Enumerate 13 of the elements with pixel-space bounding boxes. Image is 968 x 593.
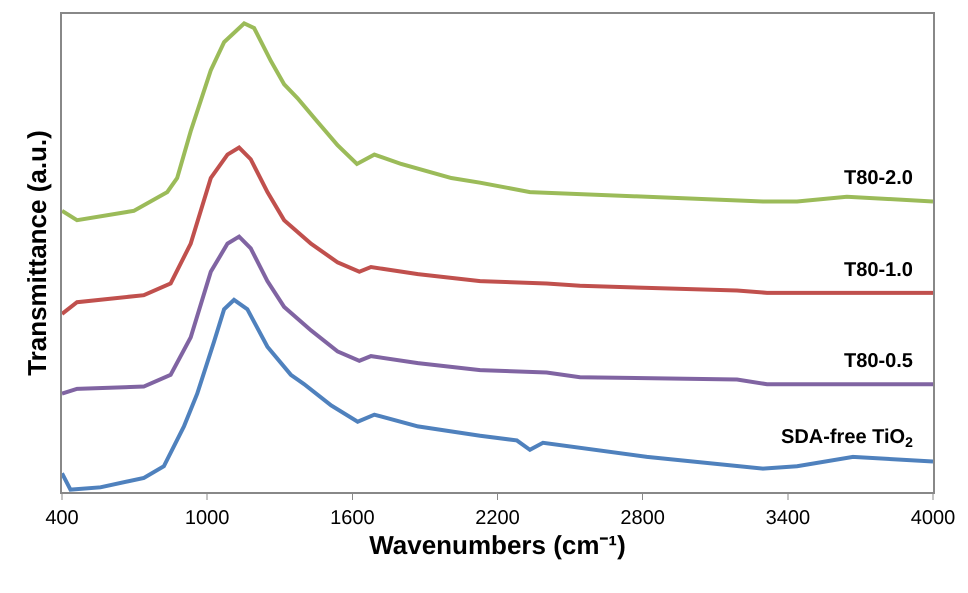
x-tick-label: 2800 [620,506,665,529]
x-tick-label: 400 [45,506,79,529]
x-tick-label: 1000 [184,506,230,529]
x-tick-label: 3400 [766,506,810,529]
y-axis-title: Transmittance (a.u.) [22,130,52,376]
series-label: T80-2.0 [844,167,913,189]
x-axis-title: Wavenumbers (cm⁻¹) [369,530,626,560]
series-label: SDA-free TiO$_{2}$ [781,426,914,450]
x-tick-label: 4000 [910,506,956,529]
x-tick-label: 1600 [330,506,375,529]
series-label: T80-1.0 [844,259,913,281]
x-tick-label: 2200 [475,506,520,529]
series-label: T80-0.5 [844,350,913,372]
